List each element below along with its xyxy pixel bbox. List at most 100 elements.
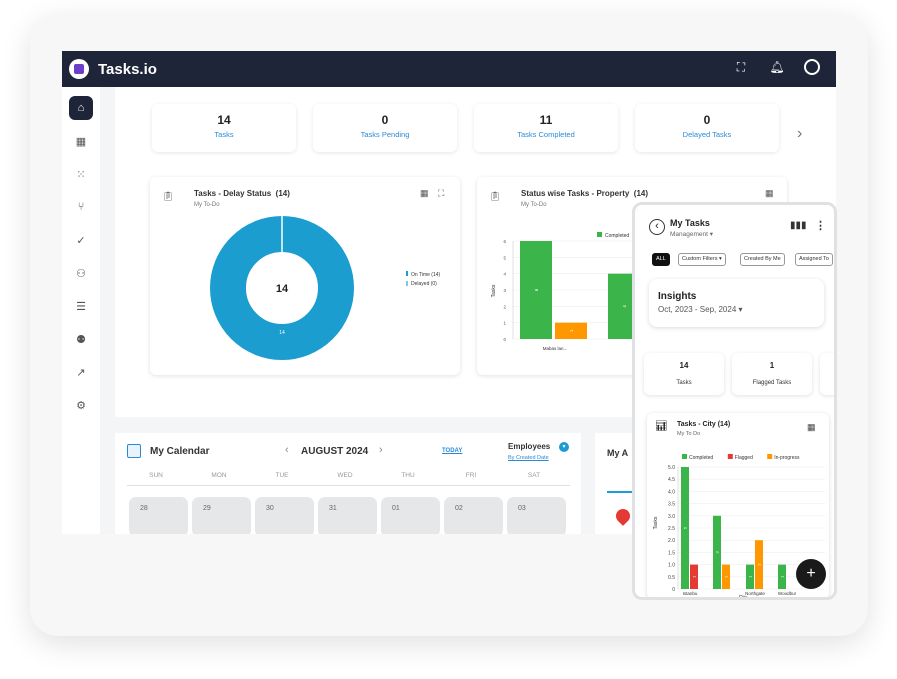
bar-value-label: 2	[757, 563, 762, 566]
weekday-label: FRI	[465, 472, 477, 479]
chip-assigned-to[interactable]: Assigned To	[795, 253, 833, 266]
legend-delayed: Delayed (0)	[411, 281, 437, 287]
calendar-day-cell[interactable]: 31	[318, 497, 377, 534]
stat-value: 0	[703, 113, 711, 127]
donut-slice-label: 14	[279, 330, 285, 336]
y-tick-label: 1	[503, 321, 506, 326]
apps-grid-icon[interactable]: ⁙	[76, 168, 86, 181]
stat-value: 11	[539, 113, 553, 127]
fullscreen-icon[interactable]: ⛶	[736, 59, 746, 74]
y-tick-label: 4	[503, 272, 506, 277]
today-link[interactable]: TODAY	[442, 448, 463, 454]
expand-icon[interactable]: ⛶	[438, 188, 445, 198]
y-tick-label: 0	[672, 587, 675, 593]
list-icon[interactable]: ☰	[76, 300, 86, 313]
top-bar: Tasks.io ⛶ 🔔︎	[62, 51, 836, 87]
bar	[690, 564, 698, 589]
back-icon[interactable]: ‹	[649, 219, 665, 235]
stat-card-pending[interactable]: 0 Tasks Pending	[313, 104, 457, 152]
delay-status-card: 📋︎ Tasks - Delay Status (14) My To-Do ▦ …	[150, 177, 460, 375]
next-month-icon[interactable]: ›	[379, 444, 383, 456]
workflow-icon[interactable]: ⑂	[77, 201, 85, 213]
report-icon: 📋︎	[162, 191, 174, 201]
checklist-icon[interactable]: ✓	[76, 234, 86, 247]
trend-icon[interactable]: ↗	[76, 366, 86, 379]
employees-select[interactable]: Employees	[508, 442, 551, 451]
bar-value-label: 5	[683, 526, 688, 529]
weekday-label: SUN	[149, 472, 163, 479]
legend-label: Completed	[689, 455, 713, 461]
bar	[746, 564, 754, 589]
legend-swatch-on-time	[406, 271, 408, 276]
y-axis-label: Tasks	[653, 516, 659, 529]
sidebar: ⌂ ▦ ⁙ ⑂ ✓ ⚇ ☰ ⚉ ↗ ⚙	[62, 87, 100, 534]
legend-on-time: On Time (14)	[411, 272, 441, 278]
donut-center-value: 14	[276, 283, 289, 295]
settings-icon[interactable]: ⚙	[76, 399, 86, 412]
x-tick-label: Istanbu	[683, 591, 698, 596]
weekday-label: SAT	[527, 472, 541, 479]
stat-label: Tasks	[214, 130, 234, 139]
stat-card-delayed[interactable]: 0 Delayed Tasks	[635, 104, 779, 152]
bar	[778, 564, 786, 589]
calendar-day-cell[interactable]: 02	[444, 497, 503, 534]
mobile-stat-flagged[interactable]: 1 Flagged Tasks	[732, 353, 812, 395]
insights-title: Insights	[658, 291, 697, 302]
chart-report-icon: 📊︎	[655, 421, 668, 432]
calendar-day-cell[interactable]: 03	[507, 497, 566, 534]
user-avatar-icon[interactable]	[804, 59, 822, 75]
y-tick-label: 1.5	[668, 550, 675, 556]
bar-value-label: 1	[780, 575, 785, 578]
stat-label: Delayed Tasks	[682, 130, 732, 139]
table-icon[interactable]: ▦	[765, 188, 774, 198]
brand-name: Tasks.io	[98, 60, 157, 78]
prev-month-icon[interactable]: ‹	[285, 444, 289, 456]
x-tick-label: Northgate	[745, 591, 765, 596]
calendar-day-cell[interactable]: 01	[381, 497, 440, 534]
dropdown-icon[interactable]: ▾	[559, 442, 569, 452]
add-task-button[interactable]: +	[796, 559, 826, 589]
insights-range[interactable]: Oct, 2023 - Sep, 2024 ▾	[658, 305, 743, 314]
bar	[755, 540, 763, 589]
calendar-day-cell[interactable]: 29	[192, 497, 251, 534]
dashboard-icon[interactable]: ▦	[75, 135, 87, 148]
insights-card[interactable]: Insights Oct, 2023 - Sep, 2024 ▾	[649, 279, 824, 327]
chip-all[interactable]: ALL	[652, 253, 670, 266]
donut-chart: 14 14 On Time (14) Delayed (0)	[210, 216, 441, 360]
sort-link[interactable]: By Created Date	[508, 455, 549, 461]
team-icon[interactable]: ⚇	[76, 267, 86, 280]
stat-value: 0	[381, 113, 389, 127]
chart-toggle-icon[interactable]: ▮▮▮	[790, 220, 807, 231]
y-tick-label: 2	[503, 304, 506, 309]
stat-value: 14	[679, 361, 689, 370]
bell-icon[interactable]: 🔔︎	[769, 60, 785, 74]
calendar-day-cell[interactable]: 30	[255, 497, 314, 534]
y-tick-label: 0	[503, 337, 506, 342]
mobile-stat-tasks[interactable]: 14 Tasks	[644, 353, 724, 395]
report-icon: 📋︎	[489, 191, 501, 201]
mobile-subtitle[interactable]: Management ▾	[670, 231, 714, 238]
bar	[722, 564, 730, 589]
legend-label: In-progress	[774, 455, 800, 461]
x-tick-label: Mabas lan...	[543, 346, 568, 351]
panel-title: My A	[607, 448, 629, 458]
mobile-stat-next[interactable]	[820, 353, 834, 395]
stat-card-completed[interactable]: 11 Tasks Completed	[474, 104, 618, 152]
month-label: AUGUST 2024	[301, 446, 369, 457]
users-icon[interactable]: ⚉	[76, 333, 86, 346]
chevron-right-icon[interactable]: ›	[797, 125, 803, 142]
bar-value-label: 1	[724, 575, 729, 578]
table-icon[interactable]: ▦	[420, 188, 429, 198]
calendar-title: My Calendar	[150, 446, 210, 457]
chip-created-by-me[interactable]: Created By Me	[740, 253, 785, 266]
more-icon[interactable]: ⋮	[815, 220, 826, 232]
y-axis-label: Tasks	[491, 284, 497, 297]
calendar-day-cell[interactable]: 28	[129, 497, 188, 534]
home-icon[interactable]: ⌂	[69, 96, 93, 120]
y-tick-label: 3.5	[668, 502, 675, 508]
x-tick-label: Woodbur	[778, 591, 797, 596]
chip-custom-filters[interactable]: Custom Filters ▾	[678, 253, 726, 266]
grid-view-icon[interactable]: ▦	[807, 422, 816, 432]
weekday-label: MON	[211, 472, 227, 479]
stat-card-tasks[interactable]: 14 Tasks	[152, 104, 296, 152]
